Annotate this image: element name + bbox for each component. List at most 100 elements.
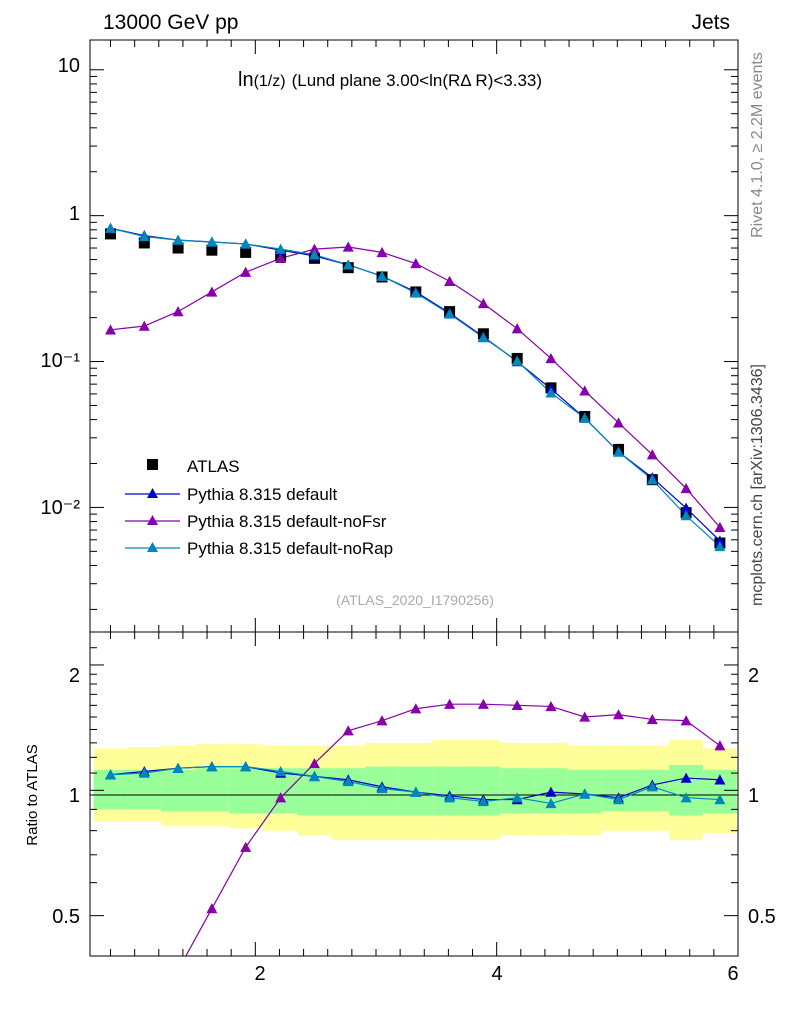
marker-pythia-8-315-default-nofsr [105,324,117,335]
ratio-marker-pythia-8-315-default-norap [105,769,117,780]
marker-pythia-8-315-default-nofsr [444,275,456,286]
ratio-marker-pythia-8-315-default-norap [410,786,422,797]
xtick-label-4: 4 [491,963,502,985]
ratio-marker-pythia-8-315-default-nofsr [342,725,354,736]
legend-atlas-marker [147,459,158,470]
marker-pythia-8-315-default-nofsr [308,243,320,254]
ratio-marker-pythia-8-315-default-norap [206,761,218,772]
ratio-marker-pythia-8-315-default [714,774,726,785]
legend-norap-label: Pythia 8.315 default-noRap [187,539,393,558]
marker-pythia-8-315-default-nofsr [172,306,184,317]
marker-pythia-8-315-default-norap [138,230,150,242]
marker-pythia-8-315-default-nofsr [410,257,422,269]
plot-title-ln: ln [238,69,254,91]
uncertainty-band-inner [228,768,263,814]
ratio-marker-pythia-8-315-default-nofsr [477,698,489,709]
ratio-marker-pythia-8-315-default-norap [275,765,287,777]
ratio-marker-pythia-8-315-default-nofsr [545,700,557,712]
marker-pythia-8-315-default-norap [240,238,252,249]
marker-pythia-8-315-default-norap [376,270,388,281]
main-ytick-label-0.1: 10⁻¹ [41,350,81,372]
ratio-marker-pythia-8-315-default-nofsr [240,841,252,852]
ratio-marker-pythia-8-315-default-nofsr [275,792,287,803]
marker-pythia-8-315-default-nofsr [545,352,557,364]
ratio-marker-pythia-8-315-default-norap [579,788,591,799]
uncertainty-band-inner [500,768,535,814]
data-point-atlas [105,228,117,240]
marker-pythia-8-315-default-nofsr [240,266,252,277]
ratio-marker-pythia-8-315-default-nofsr [714,740,726,751]
ratio-marker-pythia-8-315-default-norap [444,792,456,803]
ratio-ytick-label-1-left: 1 [69,785,80,807]
marker-pythia-8-315-default-norap [579,412,591,423]
legend-nofsr-marker [147,515,158,525]
main-ytick-label-0.01: 10⁻² [41,497,81,519]
ratio-marker-pythia-8-315-default-norap [477,795,489,807]
uncertainty-band-inner [161,769,195,812]
xtick-label-6: 6 [727,963,738,985]
uncertainty-band-inner [466,766,501,816]
marker-pythia-8-315-default-nofsr [477,297,489,309]
legend-atlas-label: ATLAS [187,457,240,476]
marker-pythia-8-315-default-nofsr [646,449,658,460]
ratio-marker-pythia-8-315-default-nofsr [444,698,456,709]
ratio-marker-pythia-8-315-default-nofsr [410,703,422,714]
ratio-marker-pythia-8-315-default-norap [680,792,692,803]
marker-pythia-8-315-default-norap [206,236,218,247]
marker-pythia-8-315-default [714,535,726,546]
marker-pythia-8-315-default-norap [477,332,489,343]
marker-pythia-8-315-default-norap [680,510,692,521]
data-point-atlas [138,237,150,249]
ratio-marker-pythia-8-315-default-norap [308,770,320,782]
analysis-watermark: (ATLAS_2020_I1790256) [336,592,494,608]
marker-pythia-8-315-default-nofsr [714,521,726,533]
ratio-ytick-label-0.5-right: 0.5 [748,906,776,928]
header-jets-label: Jets [691,11,730,34]
ratio-marker-pythia-8-315-default-norap [613,794,625,805]
marker-pythia-8-315-default-norap [511,355,523,366]
data-point-atlas [172,242,184,254]
marker-pythia-8-315-default-nofsr [511,323,523,334]
plot-title: ln(1/z) (Lund plane 3.00<ln(RΔ R)<3.33) [238,69,542,91]
marker-pythia-8-315-default-norap [342,259,354,270]
ratio-panel: 2 1 0.5 2 1 0.5 Ratio to ATLAS 2 4 6 [24,631,776,985]
ratio-ytick-label-2-right: 2 [748,665,759,687]
header-energy-label: 13000 GeV pp [103,11,238,34]
marker-pythia-8-315-default-norap [646,474,658,485]
legend-default-label: Pythia 8.315 default [187,485,338,504]
xtick-label-2: 2 [254,963,265,985]
marker-pythia-8-315-default [680,502,692,513]
marker-pythia-8-315-default-norap [172,234,184,245]
marker-pythia-8-315-default-nofsr [342,241,354,252]
ratio-marker-pythia-8-315-default-nofsr [308,757,320,769]
legend-nofsr-label: Pythia 8.315 default-noFsr [187,512,387,531]
plot-title-selection: (Lund plane 3.00<ln(RΔ R)<3.33) [292,71,542,90]
marker-pythia-8-315-default-norap [275,243,287,254]
uncertainty-band-inner [194,768,229,812]
ratio-marker-pythia-8-315-default-norap [545,797,557,809]
plot-title-variable: (1/z) [254,73,286,90]
main-ytick-label-10: 10 [58,55,80,77]
marker-pythia-8-315-default-norap [444,308,456,319]
marker-pythia-8-315-default-nofsr [206,286,218,297]
ratio-marker-pythia-8-315-default-nofsr [613,709,625,720]
ratio-marker-pythia-8-315-default-norap [646,781,658,792]
marker-pythia-8-315-default-nofsr [138,320,150,331]
data-point-atlas [206,244,218,256]
ratio-ytick-label-0.5-left: 0.5 [52,906,80,928]
marker-pythia-8-315-default-norap [545,387,557,398]
marker-pythia-8-315-default-norap [410,287,422,298]
legend: ATLAS Pythia 8.315 default Pythia 8.315 … [125,457,393,558]
ratio-marker-pythia-8-315-default-norap [172,762,184,773]
marker-pythia-8-315-default-norap [308,249,320,260]
legend-norap-marker [147,542,158,552]
ratio-marker-pythia-8-315-default-norap [240,761,252,772]
ratio-marker-pythia-8-315-default-norap [376,783,388,794]
ratio-panel-frame [89,631,739,957]
ratio-ytick-label-2-left: 2 [69,665,80,687]
marker-pythia-8-315-default-nofsr [680,482,692,494]
ratio-marker-pythia-8-315-default-norap [342,775,354,787]
marker-pythia-8-315-default-nofsr [275,252,287,263]
legend-default-marker [147,488,158,498]
